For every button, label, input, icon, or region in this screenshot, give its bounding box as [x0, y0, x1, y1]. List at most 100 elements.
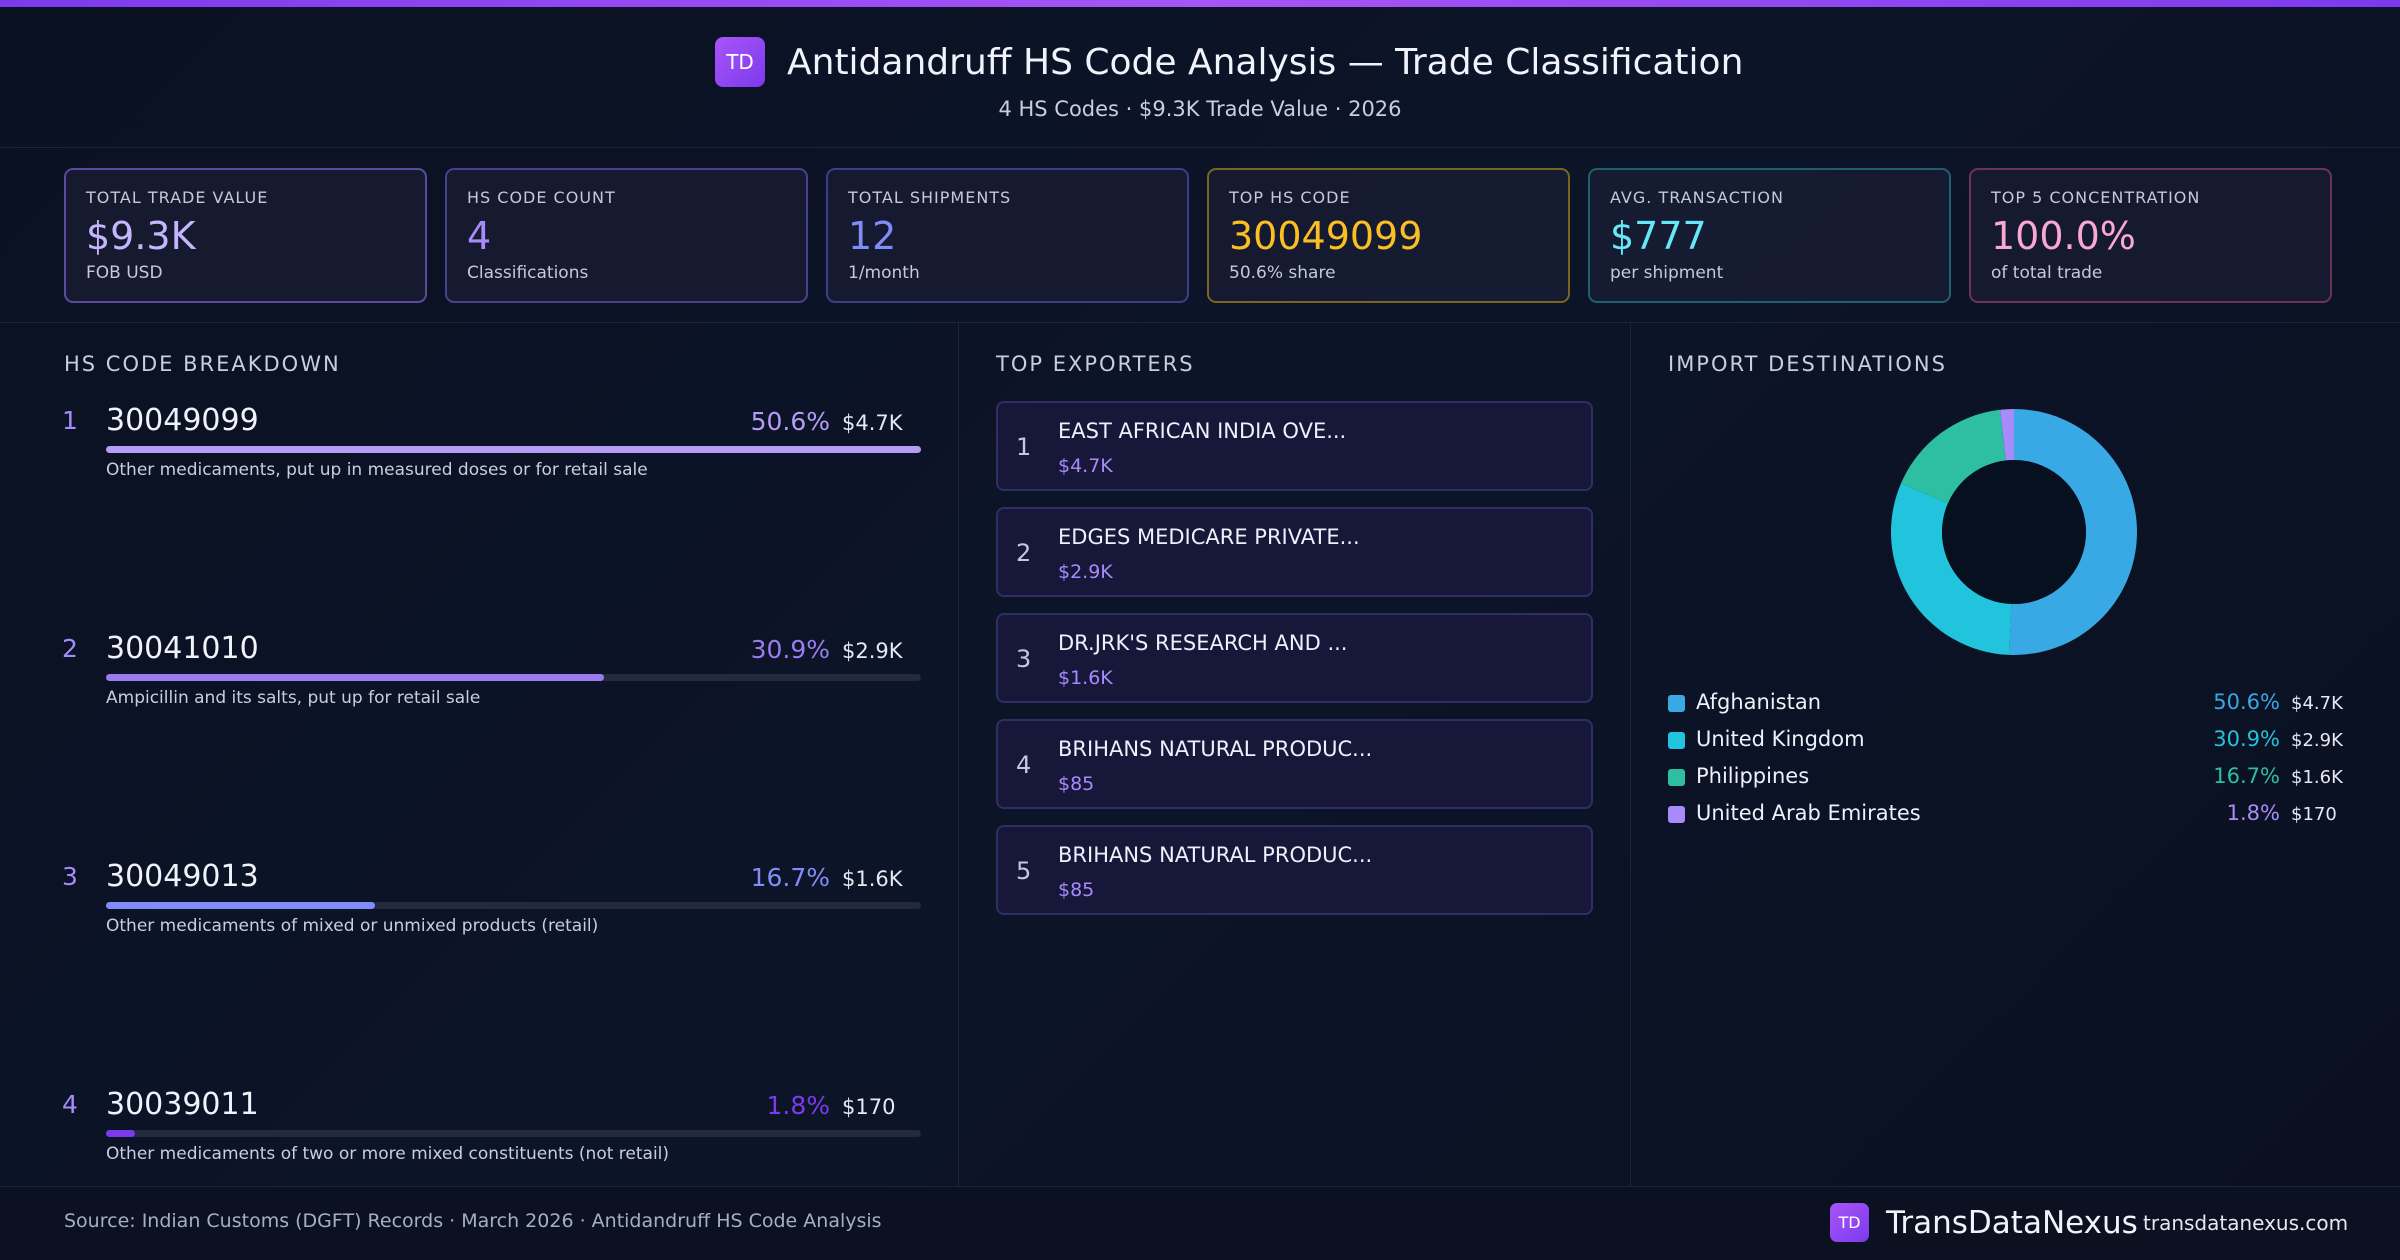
hs-bar [106, 902, 375, 909]
legend-share: 1.8% [2226, 801, 2280, 825]
legend-share: 30.9% [2213, 727, 2280, 751]
hs-bar [106, 446, 921, 453]
exporter-rank: 4 [1016, 751, 1032, 779]
footer-logo: TD [1830, 1203, 1869, 1242]
donut-slice [2009, 409, 2138, 655]
footer-source: Source: Indian Customs (DGFT) Records · … [64, 1210, 882, 1232]
hs-description: Other medicaments of mixed or unmixed pr… [106, 916, 599, 936]
hs-description: Other medicaments, put up in measured do… [106, 460, 648, 480]
legend-swatch [1668, 769, 1685, 786]
exporter-value: $2.9K [1058, 561, 1113, 583]
kpi-sub: of total trade [1991, 263, 2103, 283]
legend-name: United Arab Emirates [1696, 801, 1921, 825]
kpi-label: HS CODE COUNT [467, 188, 616, 207]
hs-value: $170 [842, 1095, 896, 1119]
exporter-rank: 1 [1016, 433, 1032, 461]
divider [0, 147, 2400, 148]
section-title: IMPORT DESTINATIONS [1668, 352, 1947, 376]
subtitle: 4 HS Codes · $9.3K Trade Value · 2026 [998, 97, 1402, 121]
exporter-rank: 3 [1016, 645, 1032, 673]
divider [958, 322, 959, 1186]
kpi-value: $9.3K [86, 214, 196, 258]
exporter-rank: 5 [1016, 857, 1032, 885]
exporter-name: EDGES MEDICARE PRIVATE... [1058, 525, 1360, 549]
title: Antidandruff HS Code Analysis — Trade Cl… [787, 42, 1744, 83]
hs-rank: 3 [62, 862, 78, 891]
kpi-card: HS CODE COUNT 4 Classifications [445, 168, 808, 303]
section-title: HS CODE BREAKDOWN [64, 352, 341, 376]
brand-url: transdatanexus.com [2143, 1211, 2349, 1235]
hs-track [106, 1130, 921, 1137]
hs-code: 30049099 [106, 403, 259, 438]
exporter-value: $85 [1058, 879, 1095, 901]
section-title: TOP EXPORTERS [996, 352, 1195, 376]
top-accent [0, 0, 2400, 7]
hs-share: 30.9% [750, 635, 830, 664]
legend-value: $2.9K [2291, 730, 2343, 751]
hs-value: $4.7K [842, 411, 903, 435]
kpi-sub: 50.6% share [1229, 263, 1336, 283]
kpi-card: TOP 5 CONCENTRATION 100.0% of total trade [1969, 168, 2332, 303]
divider [1630, 322, 1631, 1186]
legend-name: Afghanistan [1696, 690, 1822, 714]
donut-hole [1942, 460, 2086, 604]
kpi-sub: FOB USD [86, 263, 163, 283]
kpi-value: 30049099 [1229, 214, 1423, 258]
hs-code: 30039011 [106, 1087, 259, 1122]
brand: TransDataNexus [1886, 1205, 2138, 1241]
kpi-card: TOTAL SHIPMENTS 12 1/month [826, 168, 1189, 303]
kpi-value: 4 [467, 214, 492, 258]
exporter-card: 4 BRIHANS NATURAL PRODUC... $85 [996, 719, 1593, 809]
kpi-label: TOTAL SHIPMENTS [848, 188, 1012, 207]
exporter-card: 3 DR.JRK'S RESEARCH AND ... $1.6K [996, 613, 1593, 703]
kpi-sub: Classifications [467, 263, 589, 283]
hs-rank: 1 [62, 406, 78, 435]
exporter-rank: 2 [1016, 539, 1032, 567]
hs-value: $1.6K [842, 867, 903, 891]
donut-chart [1891, 409, 2138, 655]
hs-share: 16.7% [750, 863, 830, 892]
footer [0, 1186, 2400, 1260]
exporter-value: $1.6K [1058, 667, 1113, 689]
hs-item: 4 30039011 1.8% $170 Other medicaments of tw… [0, 0, 958, 1164]
hs-item: 2 30041010 30.9% $2.9K Ampicillin and its sa… [0, 0, 958, 708]
exporter-name: BRIHANS NATURAL PRODUC... [1058, 737, 1373, 761]
exporter-card: 5 BRIHANS NATURAL PRODUC... $85 [996, 825, 1593, 915]
donut-slice [2000, 409, 2014, 461]
exporter-name: EAST AFRICAN INDIA OVE... [1058, 419, 1347, 443]
exporter-value: $85 [1058, 773, 1095, 795]
legend-share: 16.7% [2213, 764, 2280, 788]
hs-value: $2.9K [842, 639, 903, 663]
exporter-card: 2 EDGES MEDICARE PRIVATE... $2.9K [996, 507, 1593, 597]
exporter-card: 1 EAST AFRICAN INDIA OVE... $4.7K [996, 401, 1593, 491]
header-logo: TD [715, 37, 765, 87]
hs-rank: 4 [62, 1090, 78, 1119]
legend-swatch [1668, 732, 1685, 749]
kpi-card: TOP HS CODE 30049099 50.6% share [1207, 168, 1570, 303]
legend-name: United Kingdom [1696, 727, 1865, 751]
legend-name: Philippines [1696, 764, 1810, 788]
hs-track [106, 902, 921, 909]
hs-bar [106, 1130, 135, 1137]
hs-item: 3 30049013 16.7% $1.6K Other medicaments of … [0, 0, 958, 936]
legend-value: $4.7K [2291, 693, 2343, 714]
kpi-label: AVG. TRANSACTION [1610, 188, 1784, 207]
divider [0, 322, 2400, 323]
kpi-value: 12 [848, 214, 897, 258]
donut-slice [1901, 409, 2006, 504]
legend-swatch [1668, 695, 1685, 712]
hs-share: 1.8% [766, 1091, 830, 1120]
legend-value: $1.6K [2291, 767, 2343, 788]
exporter-name: DR.JRK'S RESEARCH AND ... [1058, 631, 1348, 655]
hs-description: Other medicaments of two or more mixed c… [106, 1144, 670, 1164]
kpi-sub: per shipment [1610, 263, 1724, 283]
kpi-value: 100.0% [1991, 214, 2136, 258]
exporter-name: BRIHANS NATURAL PRODUC... [1058, 843, 1373, 867]
legend-value: $170 [2291, 804, 2337, 825]
legend-swatch [1668, 806, 1685, 823]
hs-bar [106, 674, 604, 681]
legend-share: 50.6% [2213, 690, 2280, 714]
kpi-label: TOTAL TRADE VALUE [86, 188, 269, 207]
kpi-sub: 1/month [848, 263, 920, 283]
